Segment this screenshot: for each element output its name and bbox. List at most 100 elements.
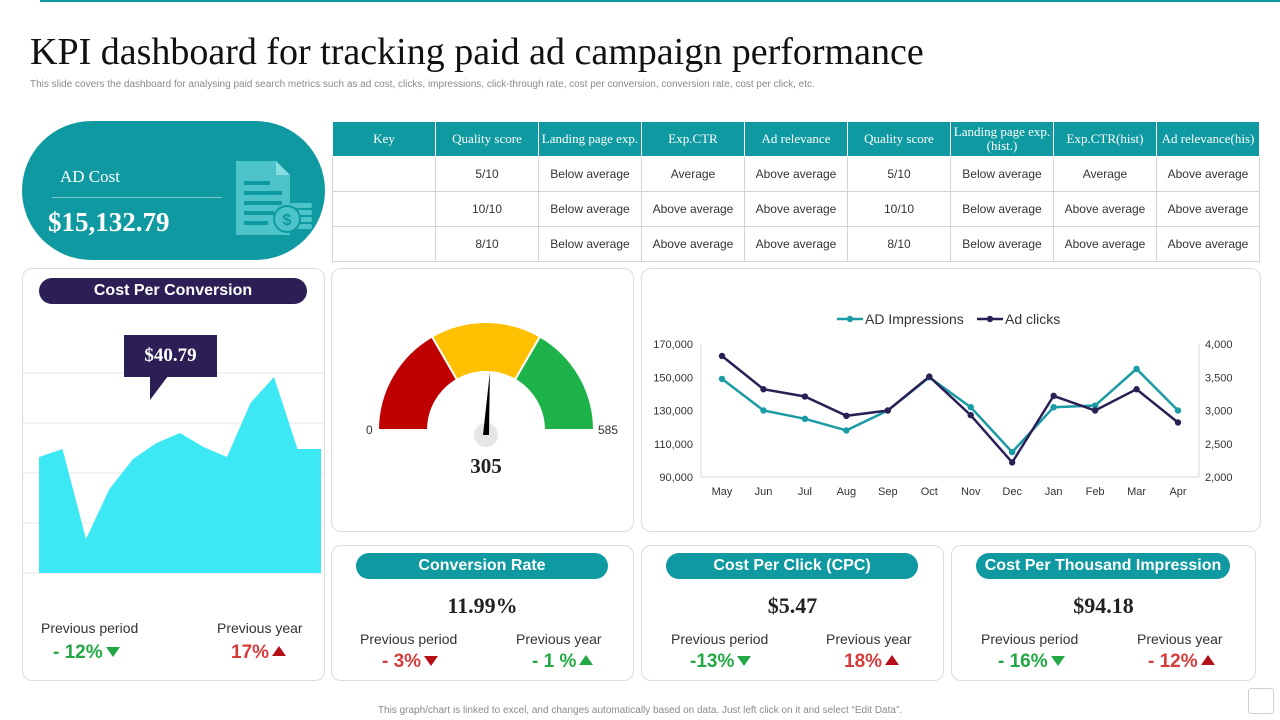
legend-label: Ad clicks [1005, 311, 1060, 327]
table-row: 8/10 Below average Above average Above a… [332, 226, 1260, 262]
top-accent-rule [40, 0, 1280, 2]
invoice-dollar-icon: $ [236, 161, 312, 235]
data-point [760, 407, 767, 414]
table-cell: Above average [641, 226, 745, 262]
y-right-tick-label: 3,500 [1205, 372, 1233, 384]
prev-period-number: -13% [690, 651, 735, 672]
table-cell: Below average [538, 191, 642, 227]
data-point [1174, 407, 1182, 414]
table-cell: 10/10 [435, 191, 539, 227]
page-subtitle: This slide covers the dashboard for anal… [30, 79, 815, 90]
table-header-cell: Landing page exp. [538, 121, 642, 157]
impressions-clicks-card: 90,000 110,000 130,000 150,000 170,000 2,000 2… [641, 268, 1261, 532]
data-point [1091, 402, 1099, 409]
cpc-title: Cost Per Click (CPC) [666, 553, 918, 579]
x-tick-label: Apr [1169, 486, 1186, 498]
ad-cost-card: AD Cost $15,132.79 $ [22, 121, 325, 260]
y-left-tick-label: 110,000 [654, 439, 693, 451]
y-right-tick-label: 4,000 [1205, 339, 1233, 351]
table-header-cell: Exp.CTR [641, 121, 745, 157]
page-title: KPI dashboard for tracking paid ad campa… [30, 31, 924, 73]
data-point [1008, 459, 1016, 466]
y-right-tick-label: 3,000 [1205, 406, 1233, 418]
data-point [1008, 448, 1016, 456]
table-header-cell: Quality score [847, 121, 951, 157]
chart-legend: AD Impressions Ad clicks [837, 311, 1060, 327]
prev-period-number: - 16% [998, 651, 1048, 672]
table-cell: Above average [744, 191, 848, 227]
x-tick-label: Feb [1086, 486, 1105, 498]
table-cell: 5/10 [435, 156, 539, 192]
up-arrow-icon [272, 646, 287, 656]
table-header-cell: Ad relevance(his) [1156, 121, 1260, 157]
data-point [801, 393, 809, 400]
data-point [801, 415, 809, 423]
impressions-clicks-line-chart: 90,000 110,000 130,000 150,000 170,000 2,000 2… [653, 311, 1233, 498]
cost-per-conversion-area [39, 377, 321, 573]
prev-year-number: 18% [844, 651, 883, 672]
legend-marker [986, 315, 994, 323]
table-cell: 8/10 [847, 226, 951, 262]
data-point [967, 411, 974, 419]
table-cell: 5/10 [847, 156, 951, 192]
ad-cost-value: $15,132.79 [48, 207, 170, 237]
table-row: 10/10 Below average Above average Above … [332, 191, 1260, 227]
table-cell: Above average [744, 156, 848, 192]
data-point [884, 407, 892, 414]
table-header-cell: Exp.CTR(hist) [1053, 121, 1157, 157]
table-cell [332, 191, 436, 227]
prev-period-value: - 3% [382, 651, 439, 673]
cost-per-conversion-area-chart [23, 372, 324, 574]
prev-period-value: -13% [690, 651, 752, 673]
table-header-cell: Landing page exp.(hist.) [950, 121, 1054, 157]
down-arrow-icon [737, 656, 752, 666]
gauge-value-label: 305 [470, 454, 502, 478]
data-point [967, 403, 974, 411]
data-point [718, 375, 726, 383]
prev-year-label: Previous year [217, 620, 303, 636]
down-arrow-icon [105, 647, 120, 657]
data-point [1133, 365, 1140, 373]
table-cell: Above average [1156, 191, 1260, 227]
ad-cost-label: AD Cost [60, 167, 120, 186]
cost-per-conversion-title: Cost Per Conversion [39, 278, 307, 304]
table-cell [332, 156, 436, 192]
table-row: 5/10 Below average Average Above average… [332, 156, 1260, 192]
table-cell: 10/10 [847, 191, 951, 227]
prev-period-value: - 12% [53, 642, 120, 664]
prev-year-number: 17% [231, 642, 270, 663]
prev-year-label: Previous year [516, 631, 602, 647]
table-cell: Below average [950, 226, 1054, 262]
footer-note: This graph/chart is linked to excel, and… [377, 705, 903, 716]
y-left-tick-label: 170,000 [653, 339, 693, 351]
y-right-tick-label: 2,500 [1205, 439, 1233, 451]
slide-corner-box [1248, 688, 1274, 714]
down-arrow-icon [1050, 656, 1065, 666]
x-tick-label: Jul [798, 486, 812, 498]
table-cell: Average [641, 156, 745, 192]
prev-period-number: - 12% [53, 642, 103, 663]
table-cell [332, 226, 436, 262]
data-point [1174, 419, 1182, 426]
table-cell: Below average [538, 156, 642, 192]
gauge-band-3 [513, 335, 596, 431]
prev-period-label: Previous period [41, 620, 139, 636]
y-right-tick-label: 2,000 [1205, 472, 1233, 484]
cpc-card: Cost Per Click (CPC) $5.47 Previous peri… [641, 545, 944, 681]
table-cell: Average [1053, 156, 1157, 192]
gauge-needle [483, 372, 490, 435]
gauge-min-label: 0 [366, 423, 373, 437]
x-tick-label: Jun [755, 486, 773, 498]
series-line-ad-clicks [721, 355, 1179, 465]
cpm-value: $94.18 [1073, 593, 1134, 618]
quality-score-table: Key Quality score Landing page exp. Exp.… [332, 121, 1260, 262]
table-cell: Above average [1156, 156, 1260, 192]
x-tick-label: May [712, 486, 733, 498]
conversion-rate-value: 11.99% [447, 593, 518, 618]
legend-label: AD Impressions [865, 311, 964, 327]
data-point [1133, 386, 1140, 393]
table-header-cell: Key [332, 121, 436, 157]
y-left-tick-label: 150,000 [653, 372, 693, 384]
table-cell: Below average [538, 226, 642, 262]
callout-pointer [150, 376, 168, 400]
